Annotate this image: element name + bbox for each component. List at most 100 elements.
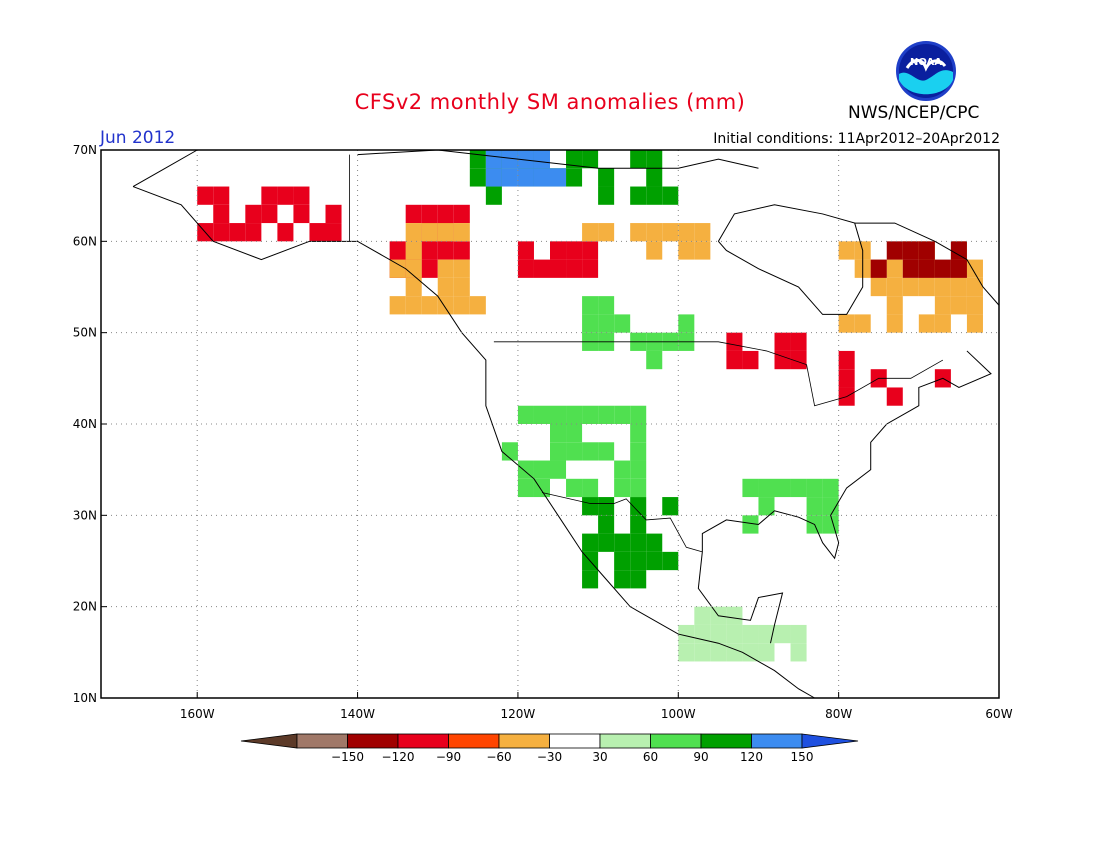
anomaly-cell bbox=[838, 241, 855, 260]
anomaly-cell bbox=[742, 515, 759, 534]
lon-tick-label: 160W bbox=[180, 707, 215, 721]
anomaly-cell bbox=[405, 204, 422, 224]
colorbar-box bbox=[448, 733, 500, 749]
anomaly-cell bbox=[630, 533, 647, 552]
anomaly-cell bbox=[309, 223, 326, 242]
coastline bbox=[701, 350, 992, 560]
anomaly-cell bbox=[966, 259, 983, 278]
anomaly-cell bbox=[533, 259, 550, 278]
anomaly-cell bbox=[662, 186, 679, 205]
anomaly-cell bbox=[742, 643, 759, 662]
colorbar-label: −120 bbox=[382, 750, 415, 764]
anomaly-cell bbox=[870, 259, 887, 278]
lat-tick-label: 10N bbox=[73, 691, 97, 705]
anomaly-cell bbox=[774, 350, 791, 370]
lat-tick-label: 30N bbox=[73, 508, 97, 522]
anomaly-cell bbox=[598, 497, 615, 516]
anomaly-cell bbox=[437, 223, 454, 242]
anomaly-cell bbox=[469, 168, 486, 187]
anomaly-cell bbox=[646, 150, 663, 169]
colorbar-arrow-high bbox=[801, 733, 859, 749]
anomaly-cell bbox=[694, 223, 711, 242]
lat-tick-label: 60N bbox=[73, 234, 97, 248]
anomaly-cell bbox=[966, 296, 983, 315]
anomaly-cell bbox=[870, 277, 887, 297]
colorbar: −150 −120 −90 −60 −30 30 60 90 120 150 bbox=[240, 733, 859, 764]
anomaly-cell bbox=[566, 405, 583, 424]
anomaly-cell bbox=[598, 186, 615, 205]
anomaly-cell bbox=[405, 296, 422, 315]
colorbar-label: 150 bbox=[791, 750, 814, 764]
anomaly-cell bbox=[678, 314, 695, 333]
anomaly-cell bbox=[582, 570, 599, 589]
lat-tick-label: 20N bbox=[73, 600, 97, 614]
anomaly-cell bbox=[646, 551, 663, 571]
anomaly-cell bbox=[646, 350, 663, 370]
anomaly-cell bbox=[213, 223, 230, 242]
lon-tick-label: 140W bbox=[340, 707, 375, 721]
anomaly-cell bbox=[437, 241, 454, 260]
anomaly-cell bbox=[405, 259, 422, 278]
anomaly-cell bbox=[293, 186, 310, 205]
anomaly-cell bbox=[598, 442, 615, 461]
map-title: CFSv2 monthly SM anomalies (mm) bbox=[354, 90, 746, 114]
colorbar-box bbox=[347, 733, 399, 749]
anomaly-cell bbox=[582, 223, 599, 242]
anomaly-region-labrador-dry bbox=[870, 241, 967, 278]
agency-label: NWS/NCEP/CPC bbox=[848, 103, 980, 123]
anomaly-cell bbox=[614, 460, 631, 479]
anomaly-cell bbox=[517, 478, 534, 498]
anomaly-cell bbox=[886, 277, 903, 297]
anomaly-cell bbox=[630, 405, 647, 424]
anomaly-cell bbox=[453, 296, 470, 315]
anomaly-cell bbox=[614, 314, 631, 333]
anomaly-cell bbox=[710, 643, 727, 662]
anomaly-cell bbox=[405, 223, 422, 242]
anomaly-cell bbox=[918, 277, 935, 297]
anomaly-cell bbox=[950, 241, 967, 260]
anomaly-region-central-america-wet bbox=[678, 606, 807, 662]
anomaly-cell bbox=[550, 405, 567, 424]
anomaly-cell bbox=[453, 204, 470, 224]
anomaly-cell bbox=[437, 277, 454, 297]
anomaly-region-prairie-wet bbox=[582, 296, 695, 370]
anomaly-cell bbox=[229, 223, 246, 242]
anomaly-cell bbox=[566, 241, 583, 260]
anomaly-cell bbox=[533, 405, 550, 424]
lat-tick-label: 40N bbox=[73, 417, 97, 431]
anomaly-cell bbox=[630, 460, 647, 479]
colorbar-label: −60 bbox=[486, 750, 511, 764]
anomaly-cell bbox=[630, 442, 647, 461]
anomaly-cell bbox=[517, 241, 534, 260]
lat-tick-label: 70N bbox=[73, 143, 97, 157]
colorbar-label: 30 bbox=[592, 750, 607, 764]
anomaly-cell bbox=[582, 478, 599, 498]
anomaly-cell bbox=[934, 296, 951, 315]
anomaly-cell bbox=[646, 533, 663, 552]
anomaly-cell bbox=[582, 442, 599, 461]
anomaly-cell bbox=[325, 223, 342, 242]
anomaly-cell bbox=[582, 497, 599, 516]
border-line bbox=[541, 492, 703, 553]
anomaly-cell bbox=[566, 150, 583, 169]
anomaly-cell bbox=[790, 332, 807, 351]
coastline bbox=[854, 222, 1000, 306]
anomaly-cell bbox=[838, 314, 855, 333]
colorbar-box bbox=[700, 733, 752, 749]
anomaly-cell bbox=[918, 241, 935, 260]
lon-tick-label: 120W bbox=[501, 707, 536, 721]
anomaly-cell bbox=[758, 497, 775, 516]
anomaly-region-us-west-wet bbox=[501, 405, 647, 498]
anomaly-cell bbox=[550, 460, 567, 479]
colorbar-label: 60 bbox=[643, 750, 658, 764]
anomaly-cell bbox=[550, 241, 567, 260]
colorbar-box bbox=[498, 733, 550, 749]
anomaly-cell bbox=[501, 150, 518, 169]
anomaly-cell bbox=[726, 624, 743, 644]
coastline bbox=[697, 551, 784, 644]
anomaly-region-new-england-dry bbox=[838, 369, 951, 406]
anomaly-cell bbox=[710, 624, 727, 644]
colorbar-label: −90 bbox=[436, 750, 461, 764]
anomaly-cell bbox=[261, 186, 278, 205]
